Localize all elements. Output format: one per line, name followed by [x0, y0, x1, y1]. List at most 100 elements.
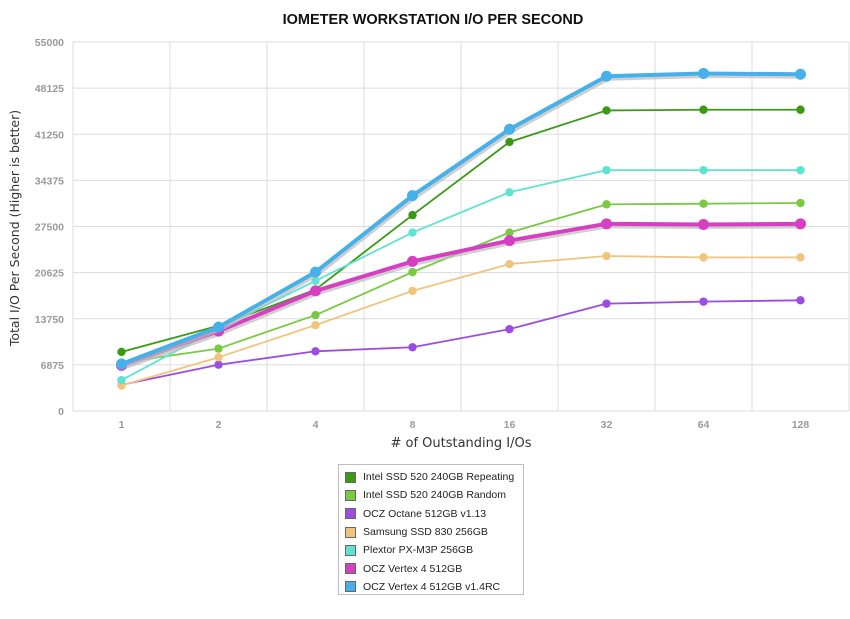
data-point [795, 68, 806, 80]
y-tick-label: 20625 [35, 268, 64, 280]
x-tick-label: 64 [698, 419, 710, 431]
y-tick-label: 41250 [35, 129, 64, 141]
legend-item: Plextor PX-M3P 256GB [345, 541, 523, 559]
data-point [214, 360, 223, 369]
data-point [699, 297, 708, 306]
legend-label: Samsung SSD 830 256GB [363, 526, 488, 539]
data-point [504, 123, 515, 135]
x-tick-label: 32 [601, 419, 613, 431]
series [116, 68, 806, 390]
series-6 [116, 68, 806, 370]
legend-item: OCZ Vertex 4 512GB v1.4RC [345, 578, 523, 596]
series-3 [117, 251, 805, 390]
series-line [120, 221, 801, 368]
series-line-shadow [122, 224, 803, 370]
data-point [311, 347, 320, 356]
data-point [505, 137, 514, 147]
data-point [505, 259, 514, 269]
series-line [121, 299, 801, 386]
data-point [505, 228, 514, 237]
series-line-shadow [122, 74, 803, 369]
data-point [796, 296, 805, 305]
series-line [120, 71, 801, 366]
data-point [408, 286, 417, 296]
data-point [311, 320, 320, 330]
series-line [121, 255, 801, 387]
legend-item: Intel SSD 520 240GB Repeating [345, 468, 523, 486]
legend-swatch [345, 508, 356, 520]
data-point [408, 343, 417, 352]
legend-swatch [345, 581, 356, 593]
x-tick-label: 2 [216, 419, 222, 431]
data-point [213, 321, 224, 333]
data-point [796, 253, 805, 262]
legend-label: OCZ Vertex 4 512GB [363, 562, 463, 575]
y-axis-label: Total I/O Per Second (Higher is better) [7, 110, 22, 347]
legend-item: OCZ Octane 512GB v1.13 [345, 505, 523, 523]
y-tick-label: 27500 [35, 222, 64, 234]
data-point [117, 375, 126, 385]
axes: 0 6875 13750 20625 27500 34375 41250 48125 55000… [35, 37, 810, 431]
data-point [408, 267, 417, 277]
legend-swatch [345, 544, 356, 556]
x-tick-label: 8 [410, 419, 416, 431]
x-tick-label: 128 [792, 419, 810, 431]
data-point [796, 165, 805, 175]
data-point [505, 324, 514, 334]
data-point [602, 299, 611, 308]
data-point [698, 218, 709, 230]
data-point [116, 358, 127, 370]
chart-title: IOMETER WORKSTATION I/O PER SECOND [283, 12, 584, 28]
legend-item: OCZ Vertex 4 512GB [345, 559, 523, 577]
data-point [214, 344, 223, 353]
data-point [602, 165, 611, 175]
legend-swatch [345, 563, 356, 575]
data-point [408, 228, 417, 237]
data-point [117, 347, 126, 357]
legend-swatch [345, 489, 356, 501]
y-tick-label: 48125 [35, 83, 64, 95]
data-point [505, 188, 514, 197]
data-point [407, 190, 418, 202]
x-tick-label: 4 [313, 419, 319, 431]
data-point [699, 199, 708, 208]
data-point [601, 218, 612, 230]
data-point [698, 68, 709, 80]
legend-item: Intel SSD 520 240GB Random [345, 486, 523, 504]
data-point [602, 106, 611, 115]
legend: Intel SSD 520 240GB Repeating Intel SSD 5… [338, 464, 524, 595]
legend-label: Plextor PX-M3P 256GB [363, 544, 474, 557]
data-point [699, 105, 708, 114]
data-point [795, 218, 806, 230]
legend-label: OCZ Octane 512GB v1.13 [363, 507, 487, 520]
data-point [601, 70, 612, 82]
data-point [699, 253, 708, 262]
data-point [699, 165, 708, 175]
legend-label: Intel SSD 520 240GB Repeating [363, 471, 515, 484]
legend-swatch [345, 526, 356, 538]
data-point [310, 285, 321, 297]
y-tick-label: 55000 [35, 37, 64, 49]
legend-label: Intel SSD 520 240GB Random [363, 489, 507, 502]
x-tick-label: 1 [119, 419, 125, 431]
data-point [408, 210, 417, 220]
legend-label: OCZ Vertex 4 512GB v1.4RC [363, 580, 501, 593]
data-point [602, 251, 611, 261]
y-tick-label: 34375 [35, 175, 64, 187]
data-point [796, 198, 805, 208]
legend-swatch [345, 471, 356, 483]
data-point [407, 255, 418, 267]
data-point [310, 266, 321, 278]
y-tick-label: 6875 [41, 360, 65, 372]
data-point [796, 105, 805, 114]
y-tick-label: 0 [58, 406, 64, 418]
x-axis-label: # of Outstanding I/Os [390, 436, 531, 451]
data-point [311, 310, 320, 320]
data-point [602, 200, 611, 209]
series-5 [116, 218, 806, 371]
data-point [504, 235, 515, 247]
y-tick-label: 13750 [35, 314, 64, 326]
legend-item: Samsung SSD 830 256GB [345, 523, 523, 541]
x-tick-label: 16 [504, 419, 516, 431]
